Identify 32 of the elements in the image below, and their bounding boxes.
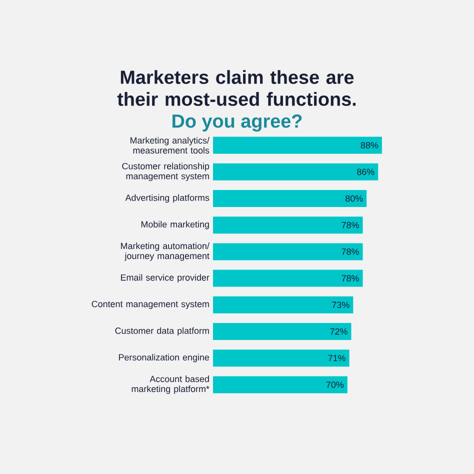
data-label: 71% (328, 354, 346, 362)
chart-subtitle: Do you agree? (172, 114, 302, 132)
y-tick-label: Marketing analytics/ measurement tools (130, 137, 210, 154)
y-tick-label: Email service provider (121, 274, 210, 282)
y-tick-label: Account based marketing platform* (132, 376, 210, 394)
y-tick-label: Mobile marketing (141, 220, 209, 230)
bar (213, 296, 354, 314)
chart-title: Marketers claim these are their most-used functions. (117, 70, 356, 106)
data-label: 88% (360, 142, 378, 148)
y-tick-label: Personalization engine (118, 354, 210, 362)
bar (213, 190, 367, 207)
bar (213, 270, 363, 287)
data-label: 80% (346, 195, 363, 202)
data-label: 86% (357, 168, 374, 176)
bar (213, 323, 352, 340)
data-label: 78% (342, 275, 359, 282)
data-label: 78% (342, 222, 359, 228)
data-label: 78% (342, 248, 359, 255)
data-label: 73% (332, 302, 350, 308)
y-tick-label: Content management system (92, 300, 209, 309)
y-tick-label: Customer data platform (115, 327, 209, 336)
y-tick-label: Customer relationship management system (122, 162, 210, 182)
y-tick-label: Advertising platforms (125, 194, 210, 203)
y-tick-label: Marketing automation/ journey management (121, 242, 210, 261)
bar (213, 350, 350, 367)
data-label: 72% (330, 328, 348, 335)
bar (213, 136, 382, 154)
bar (213, 243, 363, 260)
bar (213, 216, 363, 234)
bar (213, 163, 378, 180)
data-label: 70% (326, 382, 344, 388)
bar (213, 376, 348, 394)
